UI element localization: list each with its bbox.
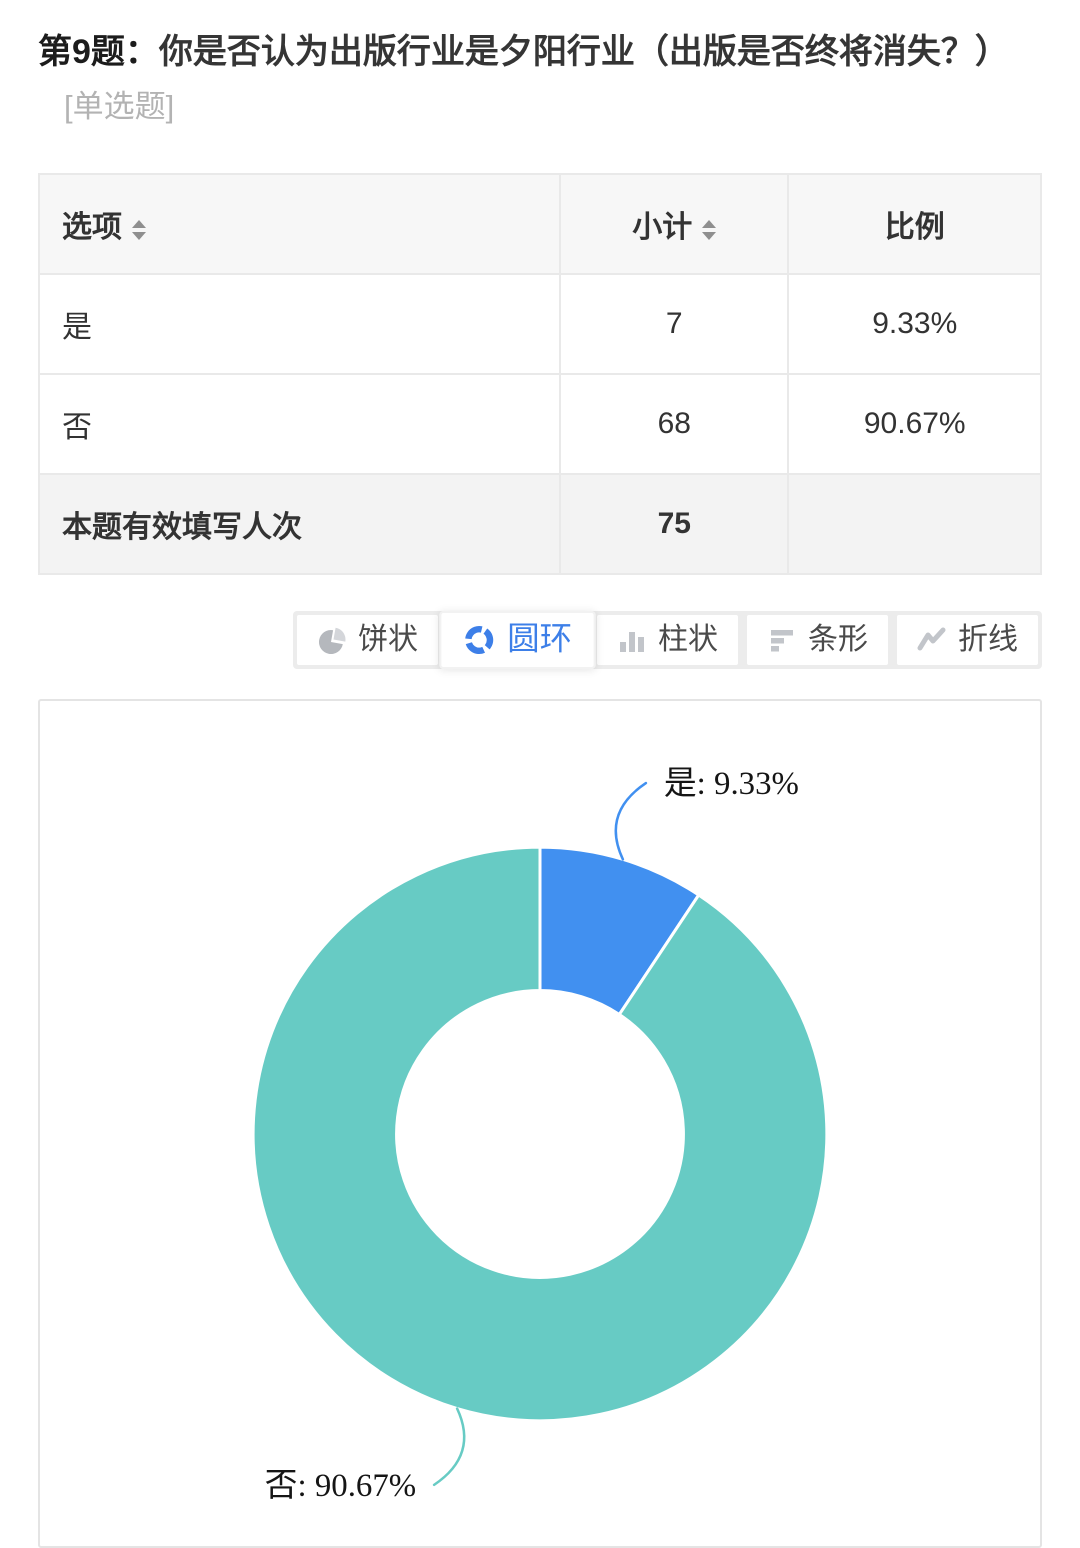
pie-chart-button[interactable]: 饼状 <box>295 613 440 668</box>
chart-type-button-group: 饼状 圆环 柱状 <box>293 611 1042 670</box>
option-cell: 否 <box>37 373 562 476</box>
sort-icon[interactable] <box>132 219 146 240</box>
ratio-cell: 9.33% <box>787 273 1042 376</box>
donut-chart-button[interactable]: 圆环 <box>439 611 596 670</box>
slice-label: 是: 9.33% <box>664 766 799 802</box>
sort-icon[interactable] <box>702 219 717 240</box>
column-header-count-label: 小计 <box>632 211 693 245</box>
column-header-option[interactable]: 选项 <box>37 173 562 276</box>
donut-slice-否[interactable] <box>251 846 829 1423</box>
line-chart-button[interactable]: 折线 <box>895 613 1040 668</box>
column-header-count[interactable]: 小计 <box>559 173 790 276</box>
question-title: 第9题：你是否认为出版行业是夕阳行业（出版是否终将消失？） [单选题] <box>38 26 1042 133</box>
pie-chart-icon <box>317 625 347 655</box>
table-row: 是 7 9.33% <box>37 273 1042 376</box>
count-cell: 68 <box>559 373 790 476</box>
column-header-ratio: 比例 <box>787 173 1042 276</box>
table-footer-row: 本题有效填写人次 75 <box>37 473 1042 576</box>
donut-chart: 是: 9.33% 否: 90.67% <box>251 766 829 1504</box>
count-cell: 7 <box>559 273 790 376</box>
line-chart-button-label: 折线 <box>958 623 1018 657</box>
table-header-row: 选项 小计 比例 <box>37 173 1042 276</box>
question-text: 你是否认为出版行业是夕阳行业（出版是否终将消失？） <box>158 33 1009 71</box>
donut-chart-icon <box>463 624 495 656</box>
label-leader-line <box>614 782 648 862</box>
line-chart-icon <box>917 625 947 655</box>
option-cell: 是 <box>37 273 562 376</box>
empty-cell <box>787 473 1042 576</box>
valid-responses-count: 75 <box>559 473 790 576</box>
slice-label: 否: 90.67% <box>265 1468 417 1504</box>
chart-panel: 是: 9.33% 否: 90.67% <box>38 699 1042 1548</box>
label-leader-line <box>432 1407 466 1487</box>
chart-type-switcher: 饼状 圆环 柱状 <box>38 611 1042 670</box>
donut-chart-button-label: 圆环 <box>507 622 573 658</box>
question-number: 第9题： <box>38 33 159 71</box>
column-chart-button[interactable]: 柱状 <box>595 613 740 668</box>
table-row: 否 68 90.67% <box>37 373 1042 476</box>
ratio-cell: 90.67% <box>787 373 1042 476</box>
column-chart-button-label: 柱状 <box>658 623 718 657</box>
question-type-tag: [单选题] <box>64 88 175 124</box>
pie-chart-button-label: 饼状 <box>358 623 418 657</box>
results-table: 选项 小计 比例 是 7 9.33% 否 68 90.67% <box>37 173 1042 576</box>
bar-chart-button-label: 条形 <box>808 623 868 657</box>
column-header-option-label: 选项 <box>62 211 122 245</box>
column-chart-icon <box>617 625 647 655</box>
bar-chart-icon <box>767 625 797 655</box>
valid-responses-label: 本题有效填写人次 <box>37 473 562 576</box>
column-header-ratio-label: 比例 <box>884 211 945 245</box>
bar-chart-button[interactable]: 条形 <box>745 613 890 668</box>
